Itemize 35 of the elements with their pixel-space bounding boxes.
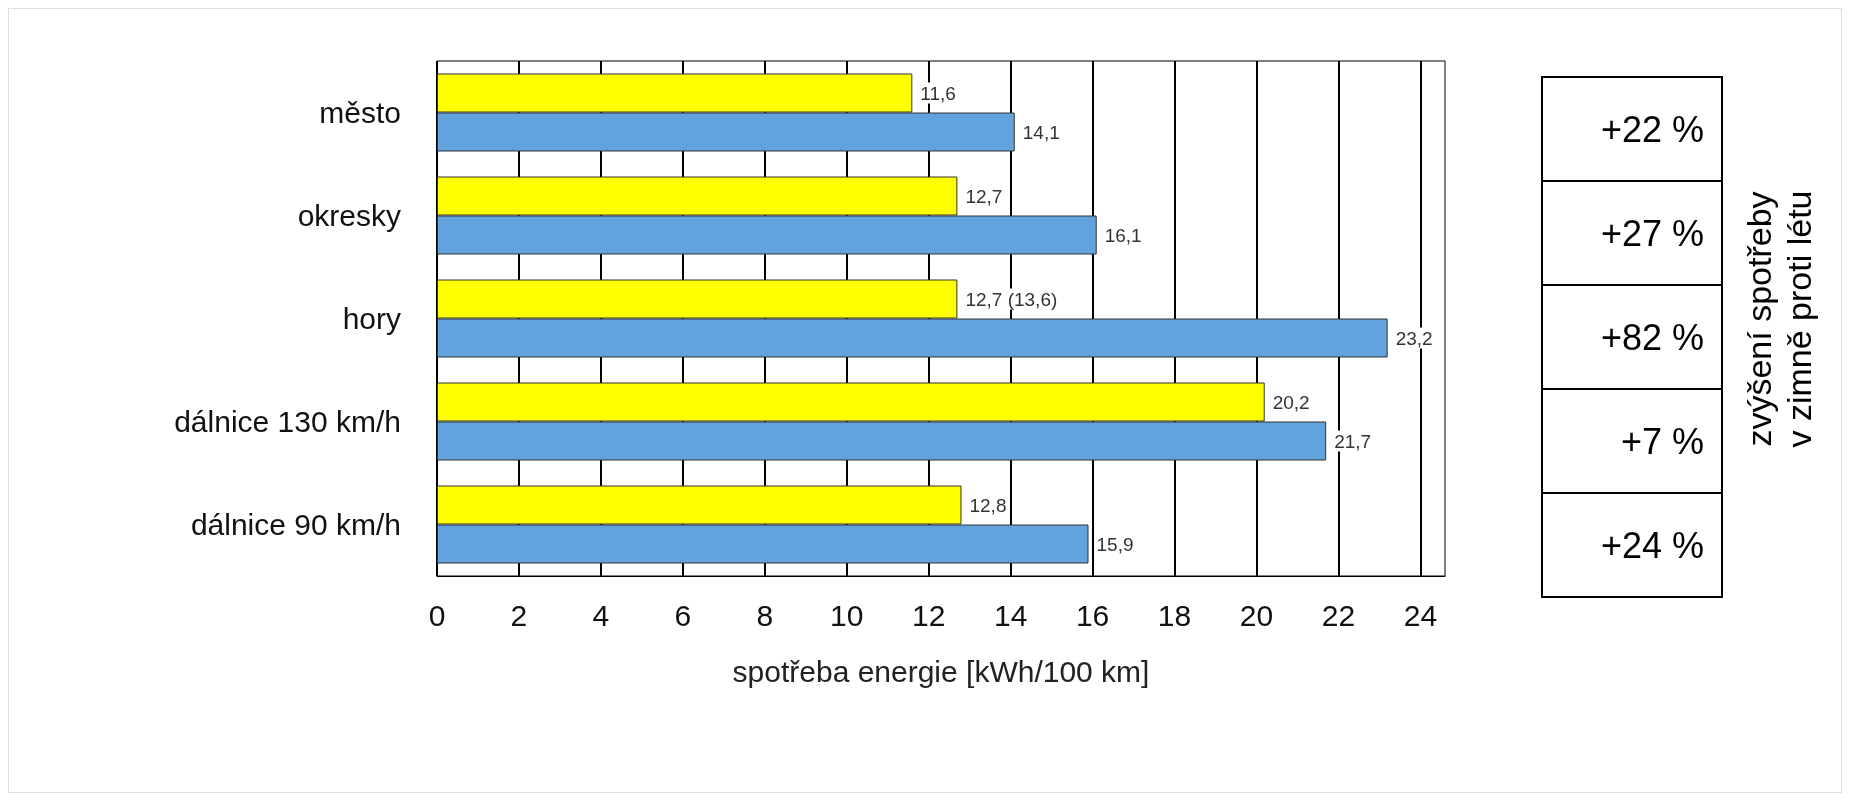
data-label: 12,7 (13,6) [965, 288, 1058, 310]
data-label: 16,1 [1104, 224, 1142, 246]
x-tick-label: 10 [830, 598, 864, 632]
x-tick-label: 2 [510, 598, 528, 632]
x-tick-label: 20 [1239, 598, 1274, 632]
y-tick-label: dálnice 90 km/h [190, 508, 401, 541]
x-tick-label: 16 [1075, 598, 1110, 632]
x-tick-label: 4 [592, 598, 610, 632]
data-label: 21,7 [1334, 430, 1372, 452]
data-label: 12,7 [965, 185, 1003, 207]
x-axis-title: spotřeba energie [kWh/100 km] [732, 654, 1150, 688]
x-tick-label: 24 [1403, 598, 1438, 632]
y-tick-label: okresky [297, 199, 401, 232]
data-label: 14,1 [1022, 121, 1060, 143]
data-label: 15,9 [1096, 533, 1134, 555]
text: zvýšení spotřeby v zimně proti létu [1740, 190, 1818, 448]
x-tick-label: 22 [1321, 598, 1356, 632]
y-tick-label: dálnice 130 km/h [174, 405, 401, 438]
x-tick-label: 14 [993, 598, 1028, 632]
data-label: 12,8 [969, 494, 1007, 516]
x-tick-label: 6 [674, 598, 692, 632]
y-tick-label: město [319, 96, 401, 129]
text: +82 % [1600, 316, 1704, 358]
data-label: 23,2 [1395, 327, 1433, 349]
y-tick-label: hory [342, 302, 401, 335]
text: +7 % [1620, 420, 1704, 462]
text: +22 % [1600, 108, 1704, 150]
data-label: 11,6 [920, 82, 956, 104]
text: +27 % [1600, 212, 1704, 254]
x-tick-label: 18 [1157, 598, 1192, 632]
text: +24 % [1600, 524, 1704, 566]
x-tick-label: 0 [428, 598, 446, 632]
x-tick-label: 8 [756, 598, 774, 632]
data-label: 20,2 [1272, 391, 1310, 413]
x-tick-label: 12 [912, 598, 946, 632]
